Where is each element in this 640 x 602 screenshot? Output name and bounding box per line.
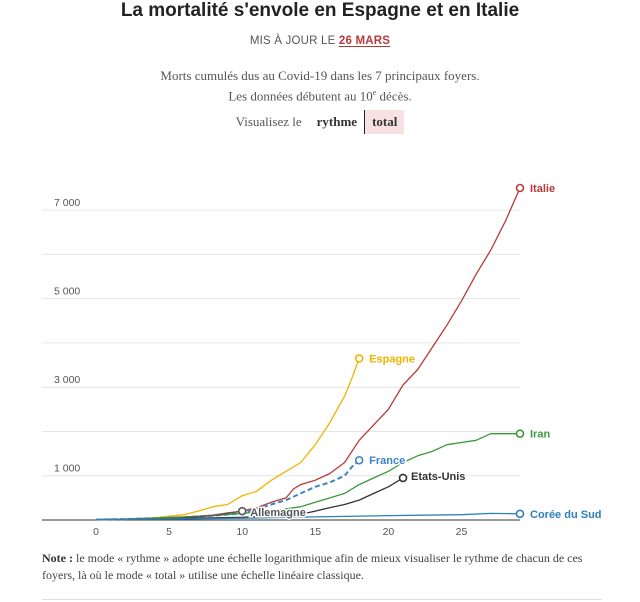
y-tick-label: 5 000 [54,286,80,298]
updated-date-link[interactable]: 26 MARS [338,35,391,47]
series-line-etats-unis [95,477,404,521]
note-label: Note : [42,551,73,565]
series-label: France [369,455,405,467]
series-label: Iran [530,429,550,441]
series-label: Corée du Sud [530,509,602,521]
series-end-marker [237,506,247,516]
note-text: le mode « rythme » adopte une échelle lo… [42,551,583,582]
updated-prefix: MIS À JOUR LE [249,35,336,47]
chart-title: La mortalité s'envole en Espagne et en I… [120,0,520,21]
chart-note: Note : le mode « rythme » adopte une éch… [42,550,604,584]
x-tick-label: 5 [166,526,172,538]
y-tick-label: 7 000 [54,197,80,209]
subtitle-line-2: Les données débutent au 10e décès. [0,84,640,104]
series-label: Etats-Unis [411,471,465,483]
x-tick-label: 10 [236,526,248,538]
series-end-marker [515,509,525,519]
updated-line: MIS À JOUR LE 26 MARS [0,35,640,47]
series-label: Espagne [369,353,415,365]
series-end-marker [398,473,408,483]
series-label: Allemagne [250,507,306,519]
series-end-marker [515,429,525,438]
series-line-corée-du-sud [95,512,521,521]
y-tick-label: 1 000 [54,463,80,475]
series-label: Italie [530,183,555,195]
y-tick-label: 3 000 [54,374,80,386]
bottom-divider [42,599,602,600]
subtitle-line-2-sup: e [372,88,377,97]
x-tick-label: 25 [456,526,468,538]
scale-toggle: Visualisez le rythme total [0,110,640,134]
series-line-espagne [95,358,360,521]
x-tick-label: 0 [93,526,99,538]
subtitle-line-2-post: décès. [376,88,412,104]
series-line-italie [95,187,521,521]
subtitle-line-1: Morts cumulés dus au Covid-19 dans les 7… [160,68,480,83]
series-end-marker [515,183,525,193]
toggle-total-button[interactable]: total [365,110,405,134]
toggle-label: Visualisez le [235,114,302,129]
x-tick-label: 15 [309,526,321,538]
series-end-marker [354,455,364,465]
subtitle-line-2-pre: Les données débutent au 10 [228,88,373,104]
toggle-rythme-button[interactable]: rythme [310,110,366,134]
series-end-marker [354,354,364,363]
x-tick-label: 20 [383,526,395,538]
chart-subtitle: Morts cumulés dus au Covid-19 dans les 7… [0,67,640,104]
